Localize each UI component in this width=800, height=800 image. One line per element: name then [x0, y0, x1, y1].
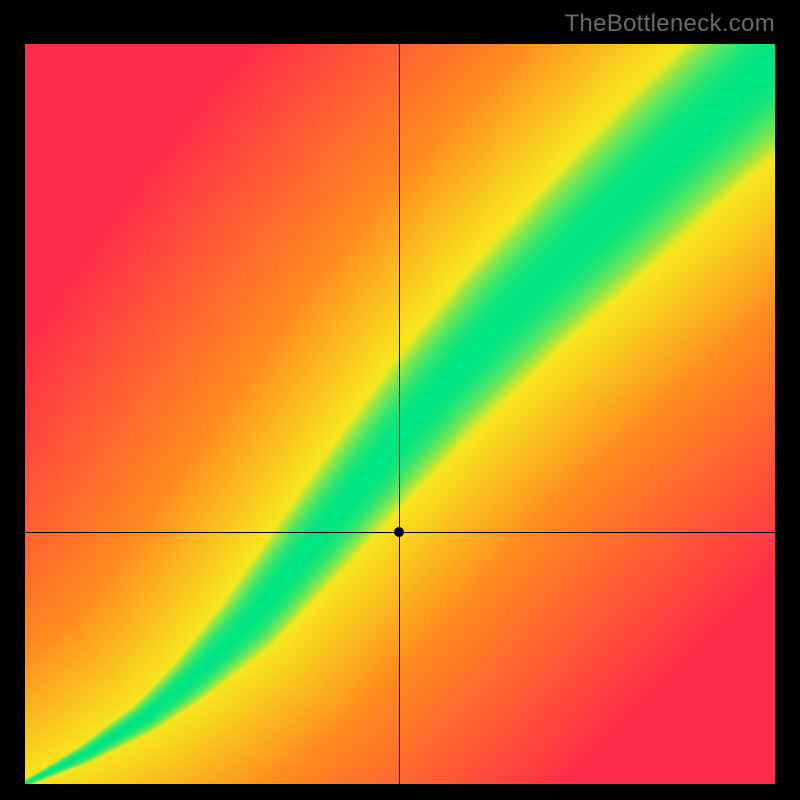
bottleneck-heatmap — [25, 44, 775, 784]
plot-area — [25, 44, 775, 784]
chart-container: TheBottleneck.com — [0, 0, 800, 800]
watermark-text: TheBottleneck.com — [564, 10, 775, 38]
